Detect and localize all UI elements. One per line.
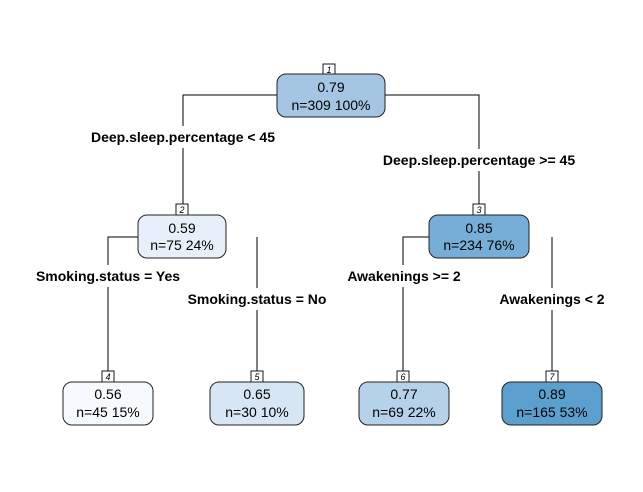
node-number: 4 [105,372,110,382]
tree-node-7: 7 0.89 n=165 53% [501,370,603,426]
tree-node-2: 2 0.59 n=75 24% [137,203,227,259]
node-value: 0.89 [538,386,565,402]
node-number: 3 [476,205,481,215]
split-label-root-left: Deep.sleep.percentage < 45 [91,129,275,145]
edge-3-6 [402,236,430,371]
tree-node-5: 5 0.65 n=30 10% [209,370,305,426]
node-count: n=234 76% [443,237,514,253]
edge-1-2 [182,94,278,205]
node-value: 0.65 [243,386,270,402]
split-label-bg [365,149,593,171]
node-number: 5 [254,372,260,382]
split-label-bg [175,288,339,310]
node-box [428,214,530,259]
node-box [501,381,603,426]
node-value: 0.56 [94,386,121,402]
split-label-bg [74,126,292,148]
node-number: 7 [549,372,555,382]
split-label-n3-right: Awakenings < 2 [499,291,604,307]
tree-node-1: 1 0.79 n=309 100% [276,63,386,118]
split-label-n2-right: Smoking.status = No [188,291,327,307]
split-label-root-right: Deep.sleep.percentage >= 45 [383,152,575,168]
split-label-bg [488,288,616,310]
split-label-bg [23,265,195,287]
node-value: 0.59 [168,220,195,236]
node-box [358,381,450,426]
tree-node-3: 3 0.85 n=234 76% [428,203,530,259]
tree-node-6: 6 0.77 n=69 22% [358,370,450,426]
split-label-n3-left: Awakenings >= 2 [347,268,461,284]
split-labels: Deep.sleep.percentage < 45 Deep.sleep.pe… [23,126,616,310]
node-count: n=165 53% [516,404,587,420]
node-value: 0.79 [317,79,344,95]
node-count: n=69 22% [372,404,435,420]
split-label-bg [336,265,472,287]
node-box [276,73,386,118]
edge-2-4 [107,236,139,371]
node-box [137,214,227,259]
node-number: 1 [326,65,331,75]
node-box [209,381,305,426]
node-count: n=75 24% [150,237,213,253]
node-value: 0.77 [390,386,417,402]
node-count: n=309 100% [291,97,370,113]
split-label-n2-left: Smoking.status = Yes [36,268,180,284]
node-number: 6 [400,372,405,382]
node-box [62,381,154,426]
node-count: n=30 10% [225,404,288,420]
node-number: 2 [178,205,184,215]
node-value: 0.85 [465,220,492,236]
node-count: n=45 15% [76,404,139,420]
tree-node-4: 4 0.56 n=45 15% [62,370,154,426]
